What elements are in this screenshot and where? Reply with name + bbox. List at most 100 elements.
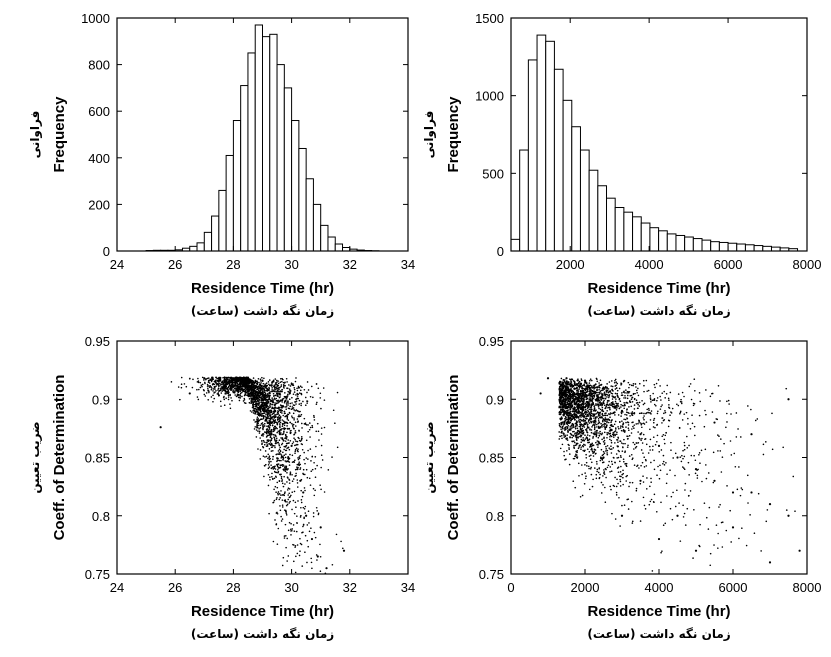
scatter-point	[201, 383, 204, 386]
scatter-point	[258, 407, 260, 410]
scatter-point	[267, 393, 269, 395]
scatter-point	[278, 420, 281, 422]
y-axis-label-fa: ضریب تعیین	[28, 421, 42, 493]
scatter-point	[245, 377, 248, 379]
scatter-point	[597, 420, 600, 422]
scatter-point	[267, 381, 270, 383]
scatter-point	[276, 400, 279, 402]
scatter-point	[301, 437, 303, 440]
scatter-point	[578, 388, 580, 390]
scatter-point	[627, 381, 630, 384]
scatter-point	[582, 431, 585, 434]
y-tick-label: 0	[497, 244, 504, 259]
scatter-point	[282, 414, 285, 417]
scatter-point	[321, 459, 324, 461]
scatter-point	[680, 398, 682, 401]
scatter-point	[573, 426, 575, 429]
scatter-point	[302, 523, 305, 526]
scatter-point	[271, 476, 273, 478]
scatter-point	[580, 396, 583, 399]
scatter-point	[594, 398, 597, 401]
scatter-point	[603, 391, 606, 394]
scatter-point	[575, 432, 578, 435]
scatter-point	[253, 382, 256, 384]
scatter-point	[617, 402, 619, 405]
scatter-point	[277, 413, 279, 415]
scatter-point	[268, 512, 270, 515]
x-tick-label: 30	[284, 257, 298, 272]
scatter-point	[232, 389, 235, 391]
scatter-point	[323, 426, 326, 429]
scatter-point	[272, 392, 275, 395]
scatter-point	[234, 387, 236, 390]
scatter-point	[217, 379, 219, 382]
scatter-point	[248, 377, 250, 380]
scatter-point	[287, 498, 289, 501]
scatter-point	[612, 436, 615, 438]
scatter-point	[659, 385, 661, 387]
scatter-point	[649, 500, 652, 503]
scatter-point	[267, 473, 270, 476]
scatter-point	[336, 391, 339, 394]
scatter-point	[620, 415, 622, 417]
scatter-point	[243, 378, 246, 380]
scatter-point	[660, 501, 662, 504]
scatter-point	[276, 441, 279, 444]
scatter-point	[572, 417, 575, 419]
scatter-point	[630, 394, 633, 397]
scatter-point	[656, 397, 659, 399]
scatter-point	[264, 456, 266, 458]
scatter-point	[265, 384, 268, 387]
scatter-point	[260, 401, 262, 404]
scatter-point	[279, 428, 282, 431]
scatter-point	[285, 377, 288, 380]
scatter-point	[281, 427, 283, 430]
scatter-point	[584, 380, 586, 383]
scatter-point	[299, 385, 302, 388]
scatter-point	[603, 425, 605, 428]
scatter-point	[285, 444, 288, 447]
scatter-point	[604, 428, 607, 430]
scatter-point	[297, 420, 299, 422]
scatter-point	[762, 453, 765, 456]
x-axis-label: Residence Time (hr)	[587, 280, 730, 297]
scatter-point	[709, 564, 712, 567]
scatter-point	[271, 477, 274, 480]
x-tick-label: 28	[226, 580, 240, 595]
scatter-point	[284, 500, 287, 503]
scatter-point	[281, 399, 283, 401]
scatter-point	[282, 464, 285, 466]
scatter-point	[296, 387, 298, 390]
scatter-point	[252, 397, 255, 399]
scatter-point	[599, 430, 601, 433]
scatter-point	[185, 385, 188, 388]
scatter-point	[627, 424, 630, 426]
scatter-point	[609, 448, 612, 451]
scatter-point	[597, 397, 600, 400]
scatter-point	[229, 394, 231, 397]
scatter-point	[590, 429, 593, 431]
scatter-point	[281, 499, 284, 501]
scatter-point	[320, 466, 322, 469]
scatter-point	[212, 388, 215, 390]
scatter-point	[626, 446, 629, 448]
scatter-point	[560, 401, 563, 404]
scatter-point	[563, 423, 566, 425]
scatter-point	[290, 534, 292, 536]
scatter-point	[274, 475, 277, 478]
scatter-point	[614, 420, 617, 423]
scatter-point	[247, 380, 249, 383]
scatter-point	[585, 382, 588, 384]
scatter-point	[653, 398, 656, 400]
scatter-point	[596, 463, 598, 465]
scatter-point	[626, 409, 628, 411]
scatter-point	[283, 535, 286, 537]
scatter-point	[602, 484, 604, 486]
scatter-point	[287, 404, 289, 406]
scatter-point	[293, 459, 296, 462]
scatter-point	[709, 395, 712, 398]
scatter-point	[256, 420, 259, 423]
histogram-bar	[225, 154, 234, 252]
scatter-point	[250, 394, 253, 397]
scatter-point	[273, 445, 276, 447]
